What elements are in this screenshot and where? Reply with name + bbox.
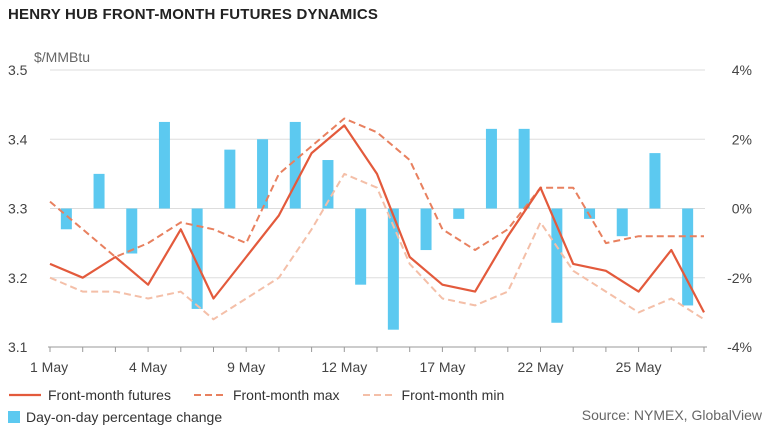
bar [551,208,563,323]
bar [682,208,694,306]
y-left-tick-label: 3.4 [8,131,28,147]
bar [387,208,399,330]
line-series [49,117,705,321]
x-tick-label: 4 May [129,359,167,375]
y-left-tick-label: 3.2 [8,270,28,286]
y-right-tick-label: 0% [732,201,752,217]
bar [126,208,138,254]
y-left-tick-label: 3.5 [8,62,28,78]
y-right-tick-label: 2% [732,131,752,147]
legend-item-bars: Day-on-day percentage change [8,409,222,425]
legend-item-max: Front-month max [193,387,340,403]
bar-series [60,121,694,330]
bar [93,173,105,209]
bar [257,139,269,209]
bar [485,128,497,209]
bar [420,208,432,251]
legend-row-2: Day-on-day percentage change [8,406,762,428]
bar [289,121,301,209]
legend-label-bars: Day-on-day percentage change [26,409,223,425]
bar [60,208,72,230]
legend-swatch-max [193,394,226,396]
legend-swatch-futures [9,393,41,397]
legend-label-futures: Front-month futures [48,387,171,403]
bar [158,121,170,209]
bar [191,208,203,309]
legend-label-max: Front-month max [232,387,340,403]
y-right-tick-label: -4% [727,339,752,355]
x-tick-label: 9 May [227,359,265,375]
axes: 3.1 3.2 3.3 3.4 3.5 -4% -2% 0% 2% 4% $/MMBtu 1 May 4… [8,49,752,375]
x-tick-label: 17 May [419,359,465,375]
bar [518,128,530,209]
bar [616,208,628,237]
legend-label-min: Front-month min [401,387,505,403]
chart-title: HENRY HUB FRONT-MONTH FUTURES DYNAMICS [8,6,379,23]
y-right-tick-label: 4% [732,62,752,78]
bar [355,208,367,285]
y-right-tick-label: -2% [727,270,752,286]
legend-item-futures: Front-month futures [8,387,171,403]
bar [453,208,465,219]
y-left-tick-label: 3.3 [8,201,28,217]
x-tick-label: 1 May [30,359,68,375]
legend-swatch-bars [8,411,20,423]
source-note: Source: NYMEX, GlobalView [581,407,762,423]
y-left-tick-label: 3.1 [8,339,28,355]
series-line-max [49,117,704,258]
legend-row-1: Front-month futures Front-month max Fron… [8,384,762,406]
legend-item-min: Front-month min [362,387,505,403]
bar [224,149,236,209]
legend-swatch-min [362,394,395,396]
legend: Front-month futures Front-month max Fron… [8,384,762,428]
x-tick-label: 25 May [616,359,662,375]
bar [322,160,334,209]
x-tick-label: 22 May [518,359,564,375]
series-line-min [49,172,705,321]
x-tick-label: 12 May [321,359,367,375]
y-left-axis-label: $/MMBtu [34,49,90,65]
bar [649,153,661,209]
series-line-futures [49,124,705,313]
